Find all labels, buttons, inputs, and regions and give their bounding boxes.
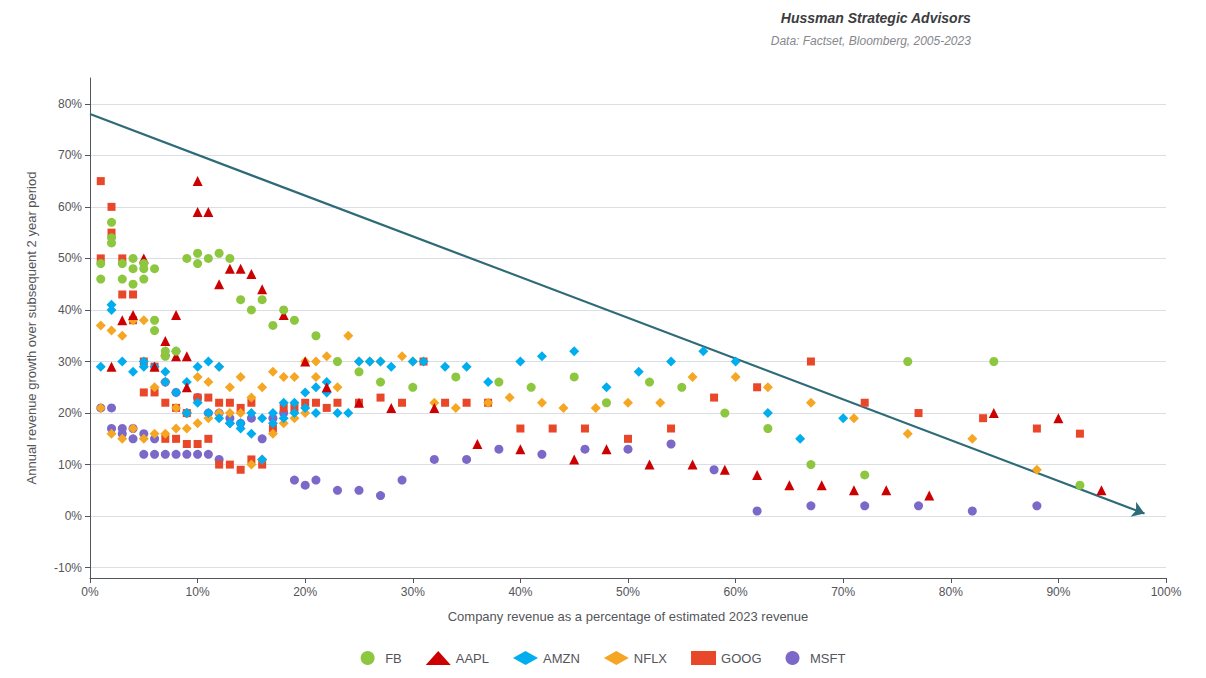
svg-text:40%: 40% xyxy=(58,303,82,317)
svg-text:10%: 10% xyxy=(186,585,210,599)
svg-text:50%: 50% xyxy=(616,585,640,599)
svg-text:0%: 0% xyxy=(81,585,99,599)
svg-text:60%: 60% xyxy=(724,585,748,599)
svg-text:Hussman Strategic Advisors: Hussman Strategic Advisors xyxy=(781,10,971,26)
svg-text:FB: FB xyxy=(385,651,402,666)
svg-text:100%: 100% xyxy=(1151,585,1182,599)
svg-text:AMZN: AMZN xyxy=(543,651,580,666)
svg-text:GOOG: GOOG xyxy=(721,651,761,666)
svg-text:AAPL: AAPL xyxy=(456,651,489,666)
svg-text:10%: 10% xyxy=(58,458,82,472)
svg-text:80%: 80% xyxy=(58,97,82,111)
svg-text:70%: 70% xyxy=(58,148,82,162)
svg-text:-10%: -10% xyxy=(54,561,82,575)
svg-text:Annual revenue growth over sub: Annual revenue growth over subsequent 2 … xyxy=(24,172,39,485)
svg-text:0%: 0% xyxy=(65,509,83,523)
svg-text:20%: 20% xyxy=(293,585,317,599)
svg-text:20%: 20% xyxy=(58,406,82,420)
svg-text:Data: Factset, Bloomberg, 2005: Data: Factset, Bloomberg, 2005-2023 xyxy=(771,34,971,48)
svg-text:70%: 70% xyxy=(831,585,855,599)
svg-text:30%: 30% xyxy=(401,585,425,599)
svg-text:50%: 50% xyxy=(58,251,82,265)
svg-text:30%: 30% xyxy=(58,355,82,369)
svg-text:40%: 40% xyxy=(508,585,532,599)
svg-text:90%: 90% xyxy=(1046,585,1070,599)
svg-text:NFLX: NFLX xyxy=(634,651,668,666)
svg-text:60%: 60% xyxy=(58,200,82,214)
svg-text:MSFT: MSFT xyxy=(810,651,845,666)
svg-text:Company revenue as a percentag: Company revenue as a percentage of estim… xyxy=(448,609,809,624)
svg-text:80%: 80% xyxy=(939,585,963,599)
